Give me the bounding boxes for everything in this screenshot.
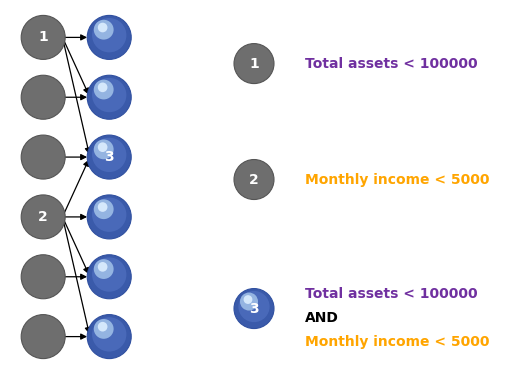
Circle shape	[94, 20, 114, 40]
Text: 2: 2	[249, 172, 259, 187]
Text: 3: 3	[249, 301, 259, 316]
Circle shape	[240, 292, 258, 310]
Circle shape	[92, 138, 126, 172]
Text: 1: 1	[249, 56, 259, 71]
Circle shape	[87, 195, 131, 239]
Text: Monthly income < 5000: Monthly income < 5000	[305, 335, 489, 349]
Circle shape	[98, 83, 108, 92]
Circle shape	[21, 135, 65, 179]
Circle shape	[234, 289, 274, 328]
Circle shape	[98, 322, 108, 331]
Circle shape	[92, 18, 126, 52]
Circle shape	[92, 197, 126, 232]
Circle shape	[92, 78, 126, 112]
Circle shape	[238, 291, 270, 322]
Text: Total assets < 100000: Total assets < 100000	[305, 286, 478, 301]
Circle shape	[21, 315, 65, 359]
Circle shape	[87, 75, 131, 119]
Circle shape	[94, 259, 114, 279]
Circle shape	[87, 15, 131, 59]
Circle shape	[87, 135, 131, 179]
Circle shape	[87, 315, 131, 359]
Circle shape	[21, 255, 65, 299]
Circle shape	[98, 142, 108, 152]
Circle shape	[94, 319, 114, 339]
Circle shape	[98, 202, 108, 212]
Text: AND: AND	[305, 311, 339, 325]
Text: Monthly income < 5000: Monthly income < 5000	[305, 172, 489, 187]
Circle shape	[98, 23, 108, 32]
Circle shape	[21, 75, 65, 119]
Circle shape	[92, 257, 126, 292]
Circle shape	[234, 44, 274, 83]
Circle shape	[94, 199, 114, 219]
Circle shape	[244, 295, 252, 304]
Text: Total assets < 100000: Total assets < 100000	[305, 56, 478, 71]
Text: 3: 3	[105, 150, 114, 164]
Circle shape	[98, 262, 108, 272]
Circle shape	[94, 80, 114, 99]
Circle shape	[87, 255, 131, 299]
Circle shape	[94, 140, 114, 159]
Circle shape	[92, 317, 126, 352]
Circle shape	[21, 15, 65, 59]
Text: 1: 1	[38, 30, 48, 45]
Text: 2: 2	[38, 210, 48, 224]
Circle shape	[21, 195, 65, 239]
Circle shape	[234, 160, 274, 199]
